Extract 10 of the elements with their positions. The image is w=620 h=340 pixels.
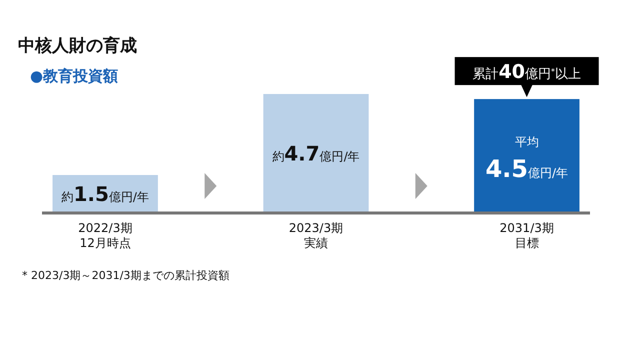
- text: 累計40億円$^{*}$以上: [472, 61, 581, 84]
- text: * 2023/3期～2031/3期までの累計投資額: [22, 269, 230, 282]
- x-tick-label: 2022/3期12月時点: [78, 221, 132, 250]
- data-label: 約1.5億円/年: [61, 182, 149, 206]
- data-label: 平均 4.5億円/年: [485, 135, 568, 184]
- x-tick-label: 2023/3期実績: [288, 221, 344, 250]
- chart-title: 中核人財の育成: [18, 35, 137, 56]
- x-tick-label: 2031/3期目標: [500, 221, 554, 250]
- chart-subtitle: ●教育投資額: [30, 67, 118, 85]
- data-label: 約4.7億円/年: [272, 142, 360, 166]
